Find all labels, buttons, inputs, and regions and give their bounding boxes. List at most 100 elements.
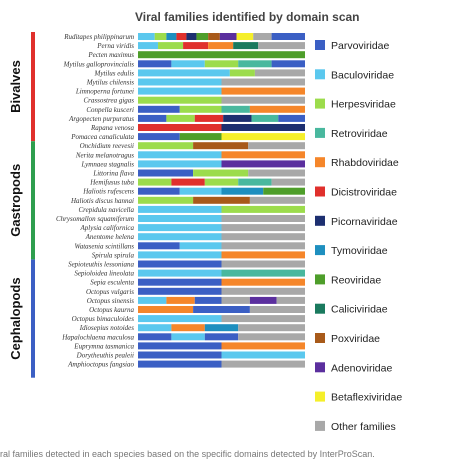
legend: Parvoviridae Baculoviridae Herpesviridae Re… — [315, 40, 402, 433]
bar-area — [138, 33, 305, 368]
species-label: Argopecten purpuratus — [68, 115, 134, 123]
legend-label: Poxviridae — [331, 333, 380, 345]
bar-segment-parvoviridae — [138, 60, 172, 68]
bar-segment-betaflexiviridae — [221, 133, 305, 141]
bar-segment-rhabdoviridae — [221, 278, 305, 286]
bar-segment-herpesviridae — [138, 142, 194, 150]
bar-segment-parvoviridae — [138, 278, 222, 286]
species-label: Rapana venosa — [90, 124, 134, 132]
bar-segment-herpesviridae — [204, 60, 239, 68]
species-label: Idiosepius notoides — [79, 324, 135, 332]
bar-segment-rhabdoviridae — [138, 306, 194, 313]
bar-segment-other-families — [221, 360, 305, 368]
bar-segment-parvoviridae — [271, 33, 305, 40]
legend-label: Caliciviridae — [331, 304, 388, 316]
legend-swatch — [315, 391, 325, 402]
bar-segment-reoviridae — [179, 133, 222, 141]
legend-swatch — [315, 127, 325, 138]
bar-segment-other-families — [276, 296, 305, 304]
bar-segment-herpesviridae — [154, 33, 167, 40]
bar-segment-rhabdoviridae — [221, 151, 305, 159]
bar-segment-baculoviridae — [138, 87, 222, 95]
bar-segment-retroviridae — [221, 105, 250, 113]
bar-segment-other-families — [249, 196, 305, 204]
bar-segment-parvoviridae — [271, 60, 305, 68]
bar-segment-herpesviridae — [204, 178, 239, 186]
legend-swatch — [315, 157, 325, 168]
bar-segment-adenoviridae — [249, 296, 277, 304]
species-label: Aplysia californica — [80, 224, 135, 232]
bar-segment-baculoviridae — [138, 269, 222, 277]
bar-segment-parvoviridae — [278, 114, 305, 122]
bar-segment-parvoviridae — [138, 360, 222, 368]
bar-segment-retroviridae — [238, 178, 272, 186]
bar-segment-herpesviridae — [138, 96, 222, 104]
bar-segment-parvoviridae — [138, 351, 222, 359]
bar-segment-parvoviridae — [138, 260, 222, 268]
group-label-bivalves: Bivalves — [8, 60, 23, 113]
bar-segment-herpesviridae — [166, 114, 195, 122]
species-label: Watasenia scintillans — [75, 242, 135, 250]
bar-segment-baculoviridae — [138, 160, 222, 168]
bar-segment-other-families — [253, 33, 272, 40]
legend-swatch — [315, 40, 325, 50]
bar-segment-poxviridae — [193, 142, 249, 150]
species-label: Lymnaea stagnalis — [81, 160, 135, 168]
bar-segment-poxviridae — [193, 196, 250, 204]
legend-label: Tymoviridae — [331, 245, 388, 257]
species-label: Crepidula navicella — [78, 206, 134, 214]
bar-segment-other-families — [248, 142, 305, 150]
bar-segment-other-families — [221, 96, 305, 104]
species-label: Mytilus edulis — [94, 69, 135, 77]
bar-segment-reoviridae — [138, 51, 305, 59]
bar-segment-baculoviridae — [138, 324, 172, 332]
group-label-gastropods: Gastropods — [8, 164, 23, 237]
legend-label: Herpesviridae — [331, 99, 396, 111]
bar-segment-betaflexiviridae — [236, 33, 254, 40]
chart-title: Viral families identified by domain scan — [135, 10, 360, 24]
group-label-cephalopods: Cephalopods — [8, 277, 23, 359]
bar-segment-other-families — [221, 233, 305, 241]
bar-segment-other-families — [221, 287, 305, 295]
bar-segment-picornaviridae — [221, 124, 305, 131]
figure-caption: ral families detected in each species ba… — [0, 449, 375, 459]
legend-swatch — [315, 186, 325, 197]
bar-segment-baculoviridae — [138, 33, 155, 40]
bar-segment-baculoviridae — [138, 315, 222, 323]
legend-label: Betaflexiviridae — [331, 392, 402, 404]
bar-segment-parvoviridae — [138, 187, 180, 195]
legend-label: Adenoviridae — [331, 362, 392, 374]
legend-label: Rhabdoviridae — [331, 157, 399, 169]
bar-segment-parvoviridae — [193, 306, 250, 313]
legend-label: Retroviridae — [331, 128, 388, 140]
species-label: Limnoperna fortunei — [75, 88, 134, 96]
species-label: Nerita melanotragus — [75, 151, 134, 159]
bar-segment-rhabdoviridae — [171, 324, 205, 332]
bar-segment-other-families — [238, 333, 305, 341]
species-label: Octopus sinensis — [87, 297, 135, 305]
bar-segment-rhabdoviridae — [166, 296, 195, 304]
legend-label: Other families — [331, 421, 396, 433]
bar-segment-rhabdoviridae — [208, 42, 234, 50]
species-label: Mytilus galloprovincialis — [63, 60, 135, 68]
species-label: Sepia esculenta — [90, 279, 134, 287]
bar-segment-baculoviridae — [138, 78, 222, 86]
bar-segment-parvoviridae — [204, 333, 239, 341]
species-label: Hapalochlaena maculosa — [61, 333, 134, 341]
bar-segment-other-families — [221, 215, 305, 222]
bar-segment-dicistroviridae — [138, 124, 222, 131]
group-bracket-cephalopods — [31, 259, 35, 378]
bar-segment-herpesviridae — [229, 69, 255, 77]
group-brackets: Bivalves Gastropods Cephalopods — [8, 32, 35, 378]
legend-swatch — [315, 69, 325, 80]
bar-segment-dicistroviridae — [171, 178, 205, 186]
species-label: Pecten maximus — [87, 51, 134, 59]
bar-segment-parvoviridae — [138, 242, 180, 250]
bar-segment-rhabdoviridae — [249, 105, 305, 113]
bar-segment-parvoviridae — [138, 287, 222, 295]
bar-segment-baculoviridae — [138, 251, 222, 259]
bar-segment-retroviridae — [238, 60, 272, 68]
bar-segment-other-families — [221, 315, 305, 323]
bar-segment-picornaviridae — [223, 114, 252, 122]
bar-segment-other-families — [248, 169, 305, 177]
